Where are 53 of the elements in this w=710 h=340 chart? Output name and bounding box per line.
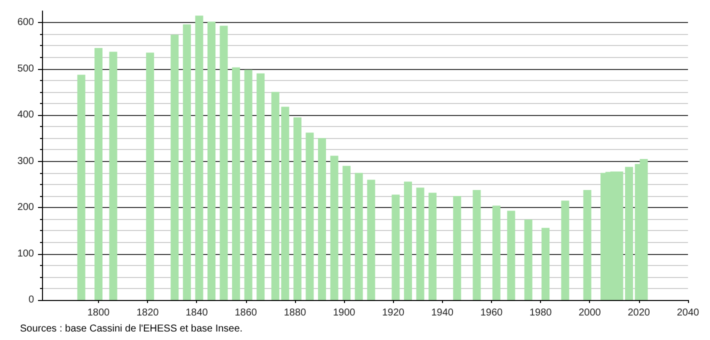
bar (77, 74, 86, 300)
bar (453, 196, 462, 300)
y-tick-label: 200 (17, 202, 34, 214)
y-tick-label: 300 (17, 156, 34, 167)
bar (94, 48, 102, 300)
source-note: Sources : base Cassini de l'EHESS et base Insee. (20, 324, 243, 334)
bar (330, 156, 338, 300)
bar (109, 52, 118, 300)
y-tick-label: 500 (17, 63, 34, 74)
bar (354, 172, 363, 300)
bar (342, 166, 351, 300)
bar (625, 166, 634, 300)
bar (561, 200, 570, 300)
bar (170, 34, 179, 300)
bar (195, 16, 204, 300)
x-tick-label: 1900 (332, 308, 356, 318)
x-tick-label: 1960 (480, 308, 504, 318)
bar (367, 180, 376, 300)
bar (524, 220, 532, 300)
bar (583, 190, 592, 300)
bar (416, 188, 424, 300)
x-tick-label: 1840 (186, 308, 208, 318)
y-tick-label: 400 (17, 110, 34, 121)
x-tick-label: 1920 (382, 308, 405, 318)
bar (542, 228, 550, 300)
x-tick-label: 1860 (234, 308, 258, 318)
bar (392, 194, 400, 300)
bar (428, 192, 437, 300)
y-tick-label: 100 (17, 248, 34, 260)
bar (492, 206, 500, 300)
bar (318, 138, 326, 300)
x-tick-label: 2040 (676, 308, 700, 318)
bar (146, 52, 154, 300)
x-tick-label: 1880 (284, 308, 307, 318)
bar (507, 210, 516, 300)
x-tick-label: 1800 (87, 308, 110, 318)
x-tick-label: 2000 (578, 308, 602, 318)
x-tick-label: 1940 (431, 308, 454, 318)
bar (220, 26, 228, 300)
bar (306, 132, 314, 300)
x-tick-label: 1820 (136, 308, 160, 318)
y-tick-label: 0 (28, 294, 34, 306)
x-tick-label: 2020 (628, 308, 650, 318)
bar (207, 22, 216, 300)
bar (256, 73, 265, 300)
y-tick-label: 600 (17, 17, 34, 28)
bar (244, 70, 252, 300)
bar (232, 67, 240, 300)
bar (293, 117, 302, 300)
bar (404, 182, 412, 300)
bar (182, 24, 191, 300)
bar (472, 190, 481, 300)
x-tick-label: 1980 (530, 308, 552, 318)
